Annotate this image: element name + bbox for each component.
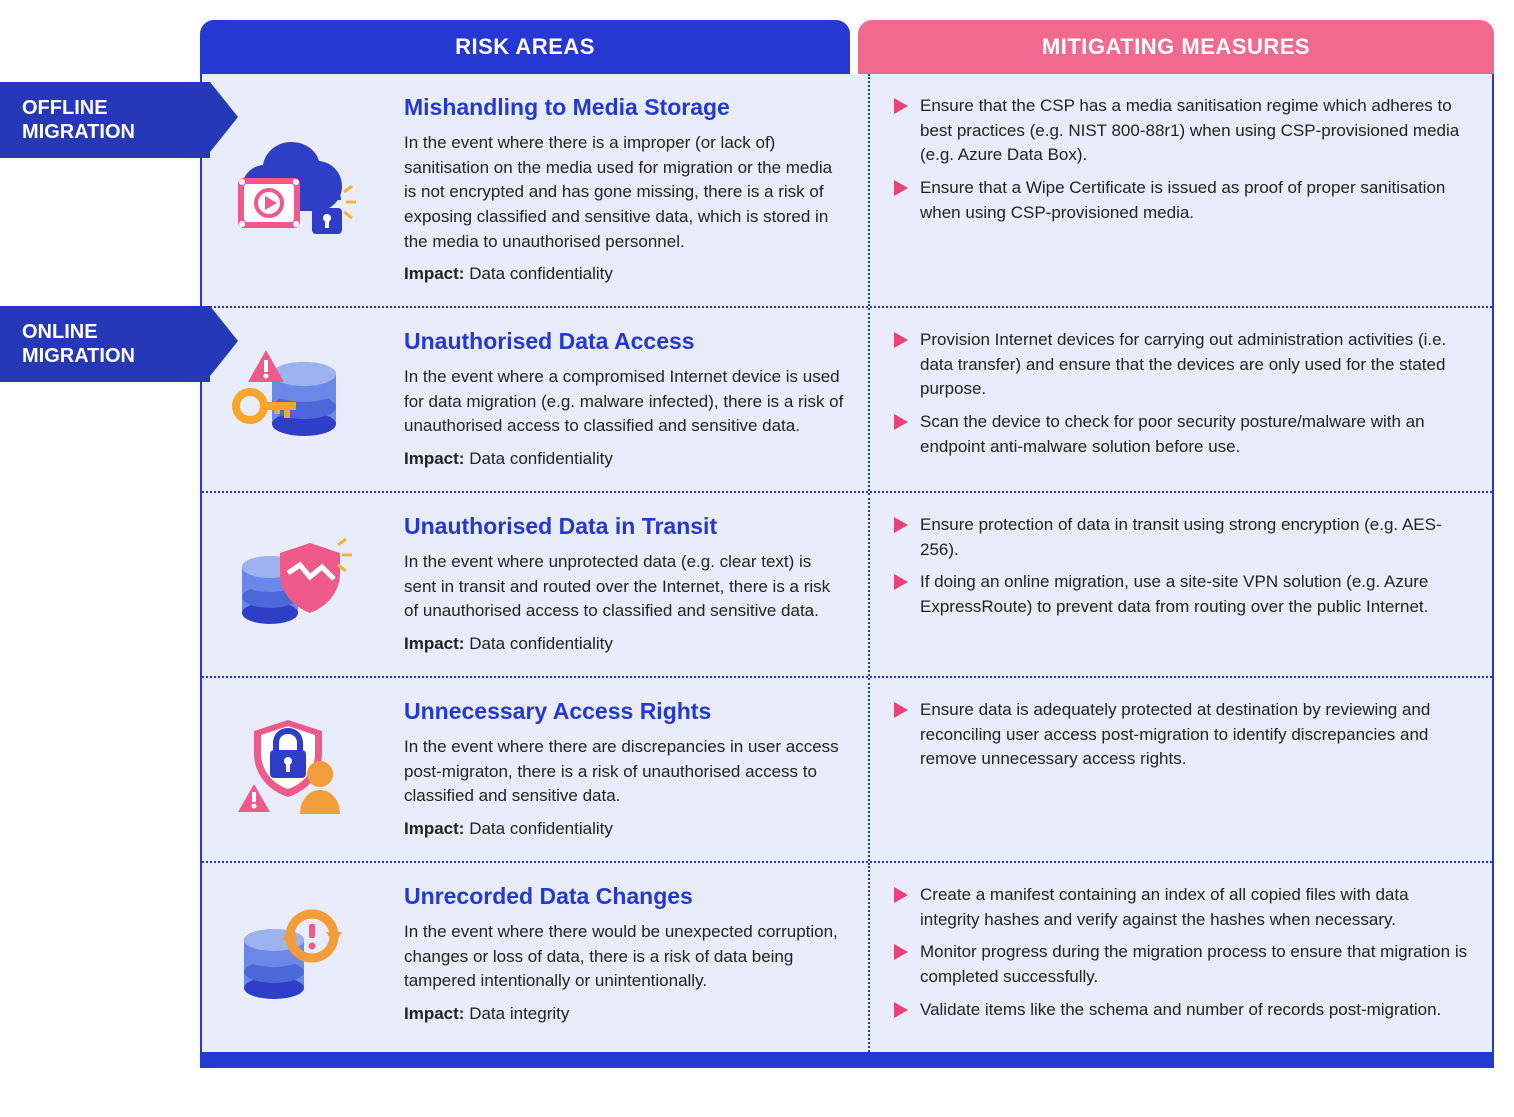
mitigation-cell: Ensure that the CSP has a media sanitisa… (870, 74, 1492, 306)
risk-impact: Impact: Data integrity (404, 1004, 844, 1024)
offline-migration-label: OFFLINE MIGRATION (0, 82, 210, 158)
risk-cell: Unnecessary Access Rights In the event w… (380, 678, 870, 861)
mitigation-item: Create a manifest containing an index of… (894, 883, 1468, 932)
mitigation-item: Monitor progress during the migration pr… (894, 940, 1468, 989)
mitigation-list: Ensure data is adequately protected at d… (894, 698, 1468, 772)
infographic-root: OFFLINE MIGRATION ONLINE MIGRATION RISK … (0, 20, 1494, 1068)
mitigation-cell: Create a manifest containing an index of… (870, 863, 1492, 1052)
risk-impact: Impact: Data confidentiality (404, 634, 844, 654)
data-in-transit-icon (202, 493, 380, 676)
header-risk-areas: RISK AREAS (200, 20, 850, 74)
risk-title: Unauthorised Data in Transit (404, 513, 844, 540)
mitigation-item: Validate items like the schema and numbe… (894, 998, 1468, 1023)
mitigation-list: Ensure that the CSP has a media sanitisa… (894, 94, 1468, 225)
mitigation-cell: Ensure protection of data in transit usi… (870, 493, 1492, 676)
risk-description: In the event where there would be unexpe… (404, 920, 844, 994)
mitigation-item: Ensure data is adequately protected at d… (894, 698, 1468, 772)
table-row: Unnecessary Access Rights In the event w… (202, 676, 1492, 861)
risk-description: In the event where there is a improper (… (404, 131, 844, 254)
data-changes-icon (202, 863, 380, 1052)
table-row: Mishandling to Media Storage In the even… (202, 74, 1492, 306)
risk-impact: Impact: Data confidentiality (404, 449, 844, 469)
access-rights-icon (202, 678, 380, 861)
risk-cell: Mishandling to Media Storage In the even… (380, 74, 870, 306)
risk-title: Unrecorded Data Changes (404, 883, 844, 910)
risk-cell: Unrecorded Data Changes In the event whe… (380, 863, 870, 1052)
table-row: Unauthorised Data Access In the event wh… (202, 306, 1492, 491)
online-migration-label: ONLINE MIGRATION (0, 306, 210, 382)
table-row: Unauthorised Data in Transit In the even… (202, 491, 1492, 676)
table-row: Unrecorded Data Changes In the event whe… (202, 861, 1492, 1052)
risk-impact: Impact: Data confidentiality (404, 819, 844, 839)
mitigation-item: Scan the device to check for poor securi… (894, 410, 1468, 459)
mitigation-list: Provision Internet devices for carrying … (894, 328, 1468, 459)
risk-table: RISK AREAS MITIGATING MEASURES (200, 20, 1494, 1068)
risk-cell: Unauthorised Data Access In the event wh… (380, 308, 870, 491)
header-mitigating-measures: MITIGATING MEASURES (858, 20, 1494, 74)
risk-title: Mishandling to Media Storage (404, 94, 844, 121)
mitigation-cell: Provision Internet devices for carrying … (870, 308, 1492, 491)
risk-title: Unnecessary Access Rights (404, 698, 844, 725)
mitigation-item: Ensure that the CSP has a media sanitisa… (894, 94, 1468, 168)
table-body: Mishandling to Media Storage In the even… (200, 74, 1494, 1054)
mitigation-list: Create a manifest containing an index of… (894, 883, 1468, 1022)
table-footer-bar (200, 1054, 1494, 1068)
risk-description: In the event where a compromised Interne… (404, 365, 844, 439)
risk-title: Unauthorised Data Access (404, 328, 844, 355)
migration-type-column: OFFLINE MIGRATION ONLINE MIGRATION (0, 20, 200, 1068)
risk-impact: Impact: Data confidentiality (404, 264, 844, 284)
mitigation-list: Ensure protection of data in transit usi… (894, 513, 1468, 620)
table-header: RISK AREAS MITIGATING MEASURES (200, 20, 1494, 74)
mitigation-item: Ensure that a Wipe Certificate is issued… (894, 176, 1468, 225)
risk-description: In the event where there are discrepanci… (404, 735, 844, 809)
mitigation-item: Ensure protection of data in transit usi… (894, 513, 1468, 562)
mitigation-item: Provision Internet devices for carrying … (894, 328, 1468, 402)
risk-description: In the event where unprotected data (e.g… (404, 550, 844, 624)
mitigation-cell: Ensure data is adequately protected at d… (870, 678, 1492, 861)
mitigation-item: If doing an online migration, use a site… (894, 570, 1468, 619)
risk-cell: Unauthorised Data in Transit In the even… (380, 493, 870, 676)
